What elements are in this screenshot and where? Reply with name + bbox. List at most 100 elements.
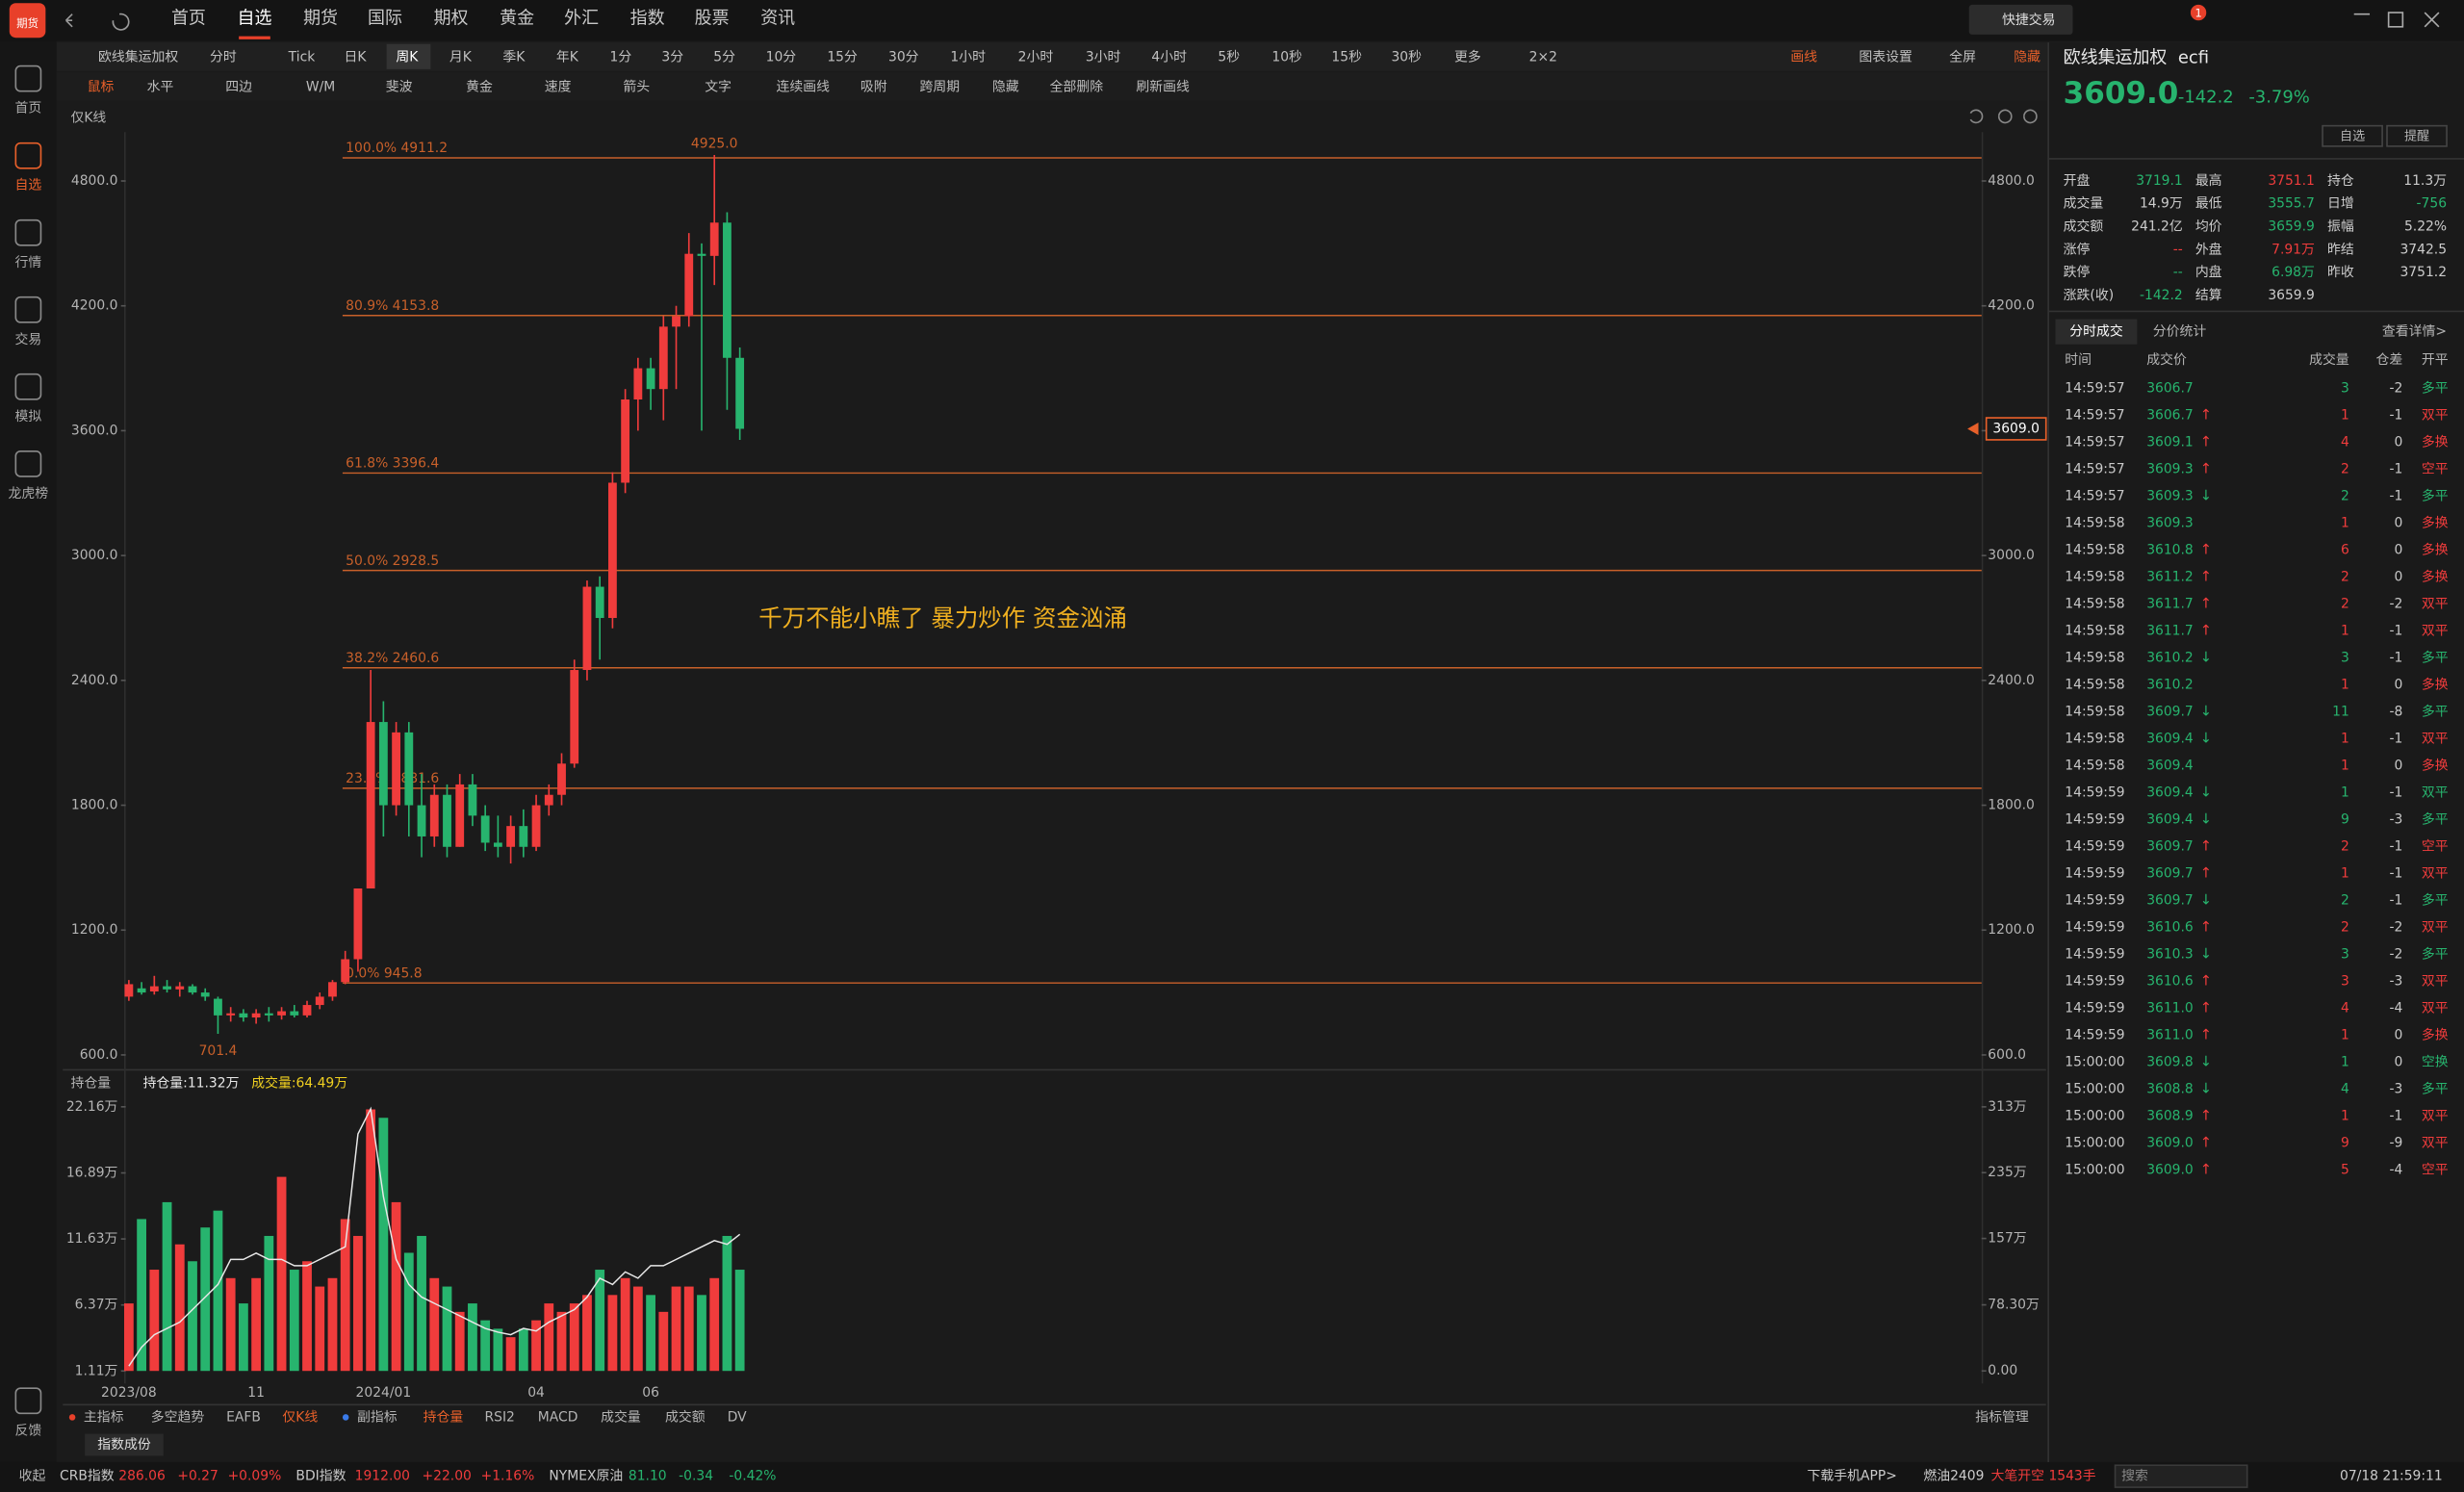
download-link[interactable]: 下载手机APP> (1808, 1469, 1897, 1484)
period-button[interactable]: 5分 (713, 50, 735, 65)
period-button[interactable]: 欧线集运加权 (98, 50, 178, 65)
indicator-button[interactable]: 副指标 (357, 1409, 398, 1425)
nav-item[interactable]: 资讯 (760, 9, 795, 29)
toolbar-button[interactable]: 图表设置 (1859, 50, 1912, 65)
zoom-icons[interactable] (1969, 109, 2038, 124)
tab[interactable]: 分价统计 (2153, 324, 2207, 340)
period-button[interactable]: 日K (344, 50, 367, 65)
period-button[interactable]: 3分 (661, 50, 683, 65)
drawing-tool[interactable]: 水平 (147, 80, 174, 95)
watch-button[interactable] (2322, 124, 2383, 147)
nav-item[interactable]: 期权 (434, 9, 469, 29)
period-button[interactable]: 5秒 (1218, 50, 1240, 65)
sidebar-item[interactable]: 龙虎榜 (9, 485, 49, 502)
period-button[interactable]: 分时 (210, 50, 237, 65)
period-button[interactable]: 2小时 (1018, 50, 1054, 65)
sidebar-icon[interactable] (14, 450, 42, 477)
drawing-tool[interactable]: 吸附 (860, 80, 887, 95)
nav-item[interactable]: 期货 (303, 9, 338, 29)
sidebar-item[interactable]: 模拟 (15, 409, 42, 424)
search-box[interactable] (2114, 1464, 2248, 1488)
sidebar-icon[interactable] (14, 64, 42, 92)
sidebar-icon[interactable] (14, 1387, 42, 1415)
sidebar-item[interactable]: 行情 (15, 255, 42, 270)
sidebar-item[interactable]: 反馈 (15, 1423, 42, 1438)
nav-item[interactable]: 外汇 (564, 9, 599, 29)
bottom-tab-label[interactable]: 指数成份 (97, 1437, 151, 1453)
toolbar-button[interactable]: 全屏 (1949, 49, 1976, 65)
detail-link[interactable]: 查看详情> (2382, 324, 2447, 340)
period-button[interactable]: 2×2 (1529, 50, 1557, 65)
sidebar-icon[interactable] (14, 296, 42, 323)
nav-item[interactable]: 首页 (171, 9, 206, 29)
indicator-button[interactable]: MACD (538, 1409, 578, 1425)
nav-item[interactable]: 指数 (630, 9, 665, 29)
alert-button[interactable] (2386, 124, 2448, 147)
sidebar-item[interactable]: 自选 (15, 178, 42, 193)
drawing-tool[interactable]: 连续画线 (777, 80, 831, 95)
period-button[interactable]: Tick (288, 50, 316, 65)
drawing-tool[interactable]: 速度 (545, 80, 572, 95)
indicator-button[interactable]: DV (728, 1409, 747, 1425)
tab[interactable]: 分时成交 (2069, 323, 2123, 340)
period-button[interactable]: 10秒 (1271, 50, 1302, 65)
window-controls[interactable] (2353, 12, 2440, 28)
indicator-button[interactable]: 仅K线 (282, 1409, 318, 1425)
drawing-tool[interactable]: 全部删除 (1050, 79, 1104, 95)
drawing-tool[interactable]: W/M (306, 80, 335, 95)
nav-item[interactable]: 黄金 (500, 9, 534, 29)
indicator-button[interactable]: 成交额 (665, 1408, 706, 1425)
period-button[interactable]: 4小时 (1151, 50, 1187, 65)
app-logo[interactable] (9, 3, 46, 39)
indicator-button[interactable]: 主指标 (84, 1409, 124, 1425)
chart-mode[interactable]: 仅K线 (70, 110, 106, 125)
period-button[interactable]: 30秒 (1391, 50, 1422, 65)
period-button[interactable]: 年K (556, 50, 579, 65)
period-button[interactable]: 30分 (888, 50, 919, 65)
pane-title[interactable]: 持仓量 (70, 1075, 111, 1091)
indicator-button[interactable]: 持仓量 (424, 1409, 464, 1425)
drawing-tool[interactable]: 箭头 (623, 79, 650, 95)
period-button[interactable]: 1小时 (950, 50, 986, 65)
period-button[interactable]: 15分 (827, 50, 858, 65)
trade-price: 3609.7 (2146, 892, 2194, 908)
indicator-button[interactable]: EAFB (226, 1409, 261, 1425)
collapse-button[interactable]: 收起 (19, 1469, 46, 1484)
quick-trade-button[interactable] (1968, 4, 2073, 35)
sidebar-icon[interactable] (14, 219, 42, 246)
period-button[interactable]: 15秒 (1331, 50, 1362, 65)
period-button[interactable]: 更多 (1454, 49, 1481, 65)
drawing-tool[interactable]: 斐波 (386, 80, 413, 95)
quick-trade-label[interactable]: 快捷交易 (2002, 12, 2056, 28)
drawing-tool[interactable]: 四边 (225, 80, 252, 95)
nav-item[interactable]: 国际 (368, 9, 402, 29)
period-button[interactable]: 月K (449, 50, 473, 65)
period-button[interactable]: 1分 (610, 50, 632, 65)
toolbar-button[interactable]: 画线 (1790, 50, 1817, 65)
drawing-tool[interactable]: 文字 (705, 80, 732, 95)
drawing-tool[interactable]: 隐藏 (992, 80, 1019, 95)
sidebar-item[interactable]: 交易 (15, 331, 42, 347)
period-button[interactable]: 10分 (766, 50, 797, 65)
drawing-tool[interactable]: 黄金 (466, 80, 493, 95)
sidebar-icon[interactable] (14, 141, 42, 169)
sidebar-item[interactable]: 首页 (15, 101, 42, 116)
indicator-button[interactable]: 指标管理 (1975, 1409, 2029, 1425)
drawing-tool[interactable]: 刷新画线 (1136, 80, 1190, 95)
sidebar-icon[interactable] (14, 373, 42, 400)
period-button[interactable]: 周K (396, 50, 419, 65)
indicator-button[interactable]: 多空趋势 (151, 1408, 205, 1425)
drawing-tool[interactable]: 鼠标 (88, 80, 115, 95)
period-button[interactable]: 3小时 (1086, 50, 1121, 65)
toolbar-button[interactable]: 隐藏 (2014, 50, 2040, 65)
indicator-button[interactable]: 成交量 (601, 1408, 641, 1425)
drawing-tool[interactable]: 跨周期 (920, 80, 961, 95)
nav-arrows[interactable] (64, 13, 130, 31)
bottom-tab[interactable] (85, 1433, 164, 1456)
nav-item[interactable]: 自选 (238, 9, 272, 29)
nav-item[interactable]: 股票 (695, 9, 730, 29)
watch-label[interactable]: 自选 (2340, 130, 2365, 144)
indicator-button[interactable]: RSI2 (484, 1409, 514, 1425)
alert-label[interactable]: 提醒 (2404, 129, 2429, 144)
period-button[interactable]: 季K (502, 50, 526, 65)
